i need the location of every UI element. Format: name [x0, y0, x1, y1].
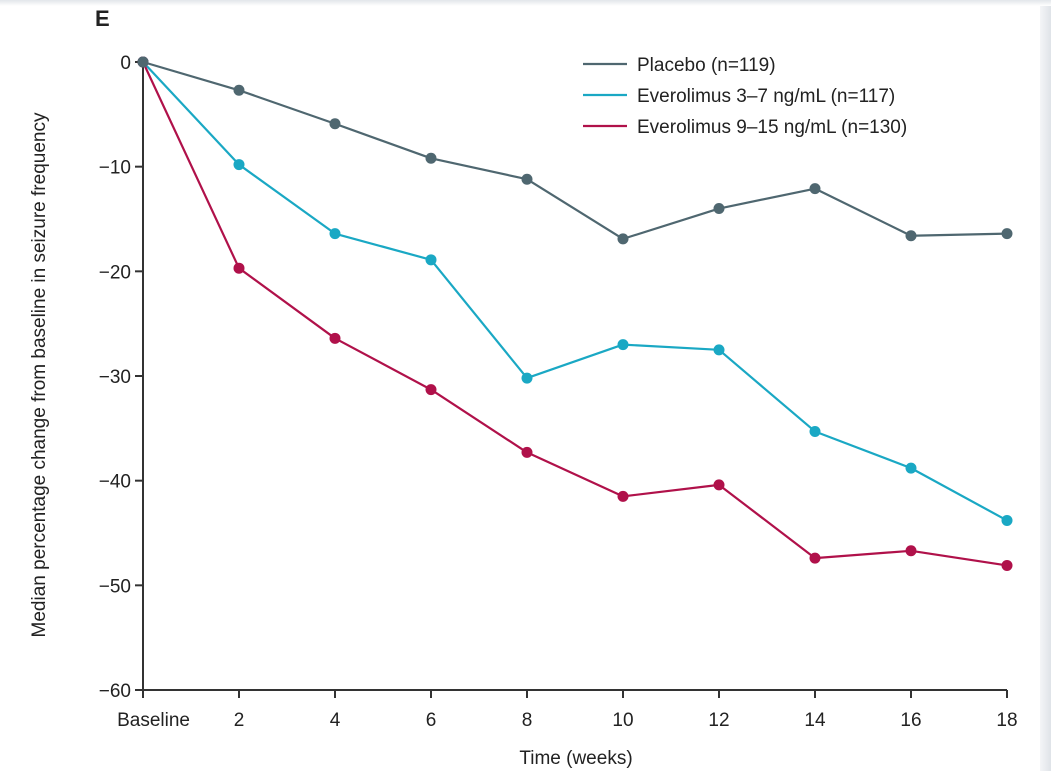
data-point-series-1 [521, 372, 533, 384]
x-tick-label: 6 [426, 710, 437, 731]
y-tick-label: −30 [99, 367, 131, 388]
x-tick-label: 18 [996, 710, 1017, 731]
data-point-series-0 [521, 173, 533, 185]
panel-label: E [95, 6, 110, 31]
data-point-series-2 [521, 446, 533, 458]
data-point-series-1 [905, 462, 917, 474]
data-point-series-1 [713, 344, 725, 356]
x-tick-label: 2 [234, 710, 245, 731]
data-point-series-1 [617, 339, 629, 351]
series-layer [137, 56, 1013, 571]
series-line-2 [142, 61, 1008, 567]
window-edge [1040, 0, 1051, 771]
legend: Placebo (n=119) Everolimus 3–7 ng/mL (n=1… [583, 55, 907, 138]
x-tick-label: Baseline [117, 710, 190, 731]
legend-label-1: Everolimus 3–7 ng/mL (n=117) [637, 86, 895, 107]
y-tick-label: −20 [99, 262, 131, 283]
x-tick-label: 8 [522, 710, 533, 731]
window-top-edge [0, 0, 1051, 6]
x-axis-title: Time (weeks) [519, 748, 632, 769]
y-tick-label: −40 [99, 472, 131, 493]
data-point-series-2 [329, 332, 341, 344]
data-point-series-0 [905, 230, 917, 242]
data-point-series-2 [809, 552, 821, 564]
data-point-series-1 [1001, 514, 1013, 526]
data-point-series-2 [425, 384, 437, 396]
data-point-series-1 [809, 425, 821, 437]
data-point-series-2 [905, 545, 917, 557]
axes: 0 −10 −20 −30 −40 −50 −60 Baseline 2 4 6 8 10 12 14 16 1… [99, 53, 1018, 731]
legend-label-2: Everolimus 9–15 ng/mL (n=130) [637, 117, 907, 138]
x-tick-label: 4 [330, 710, 341, 731]
y-tick-label: −10 [99, 158, 131, 179]
x-tick-label: 16 [900, 710, 921, 731]
legend-label-0: Placebo (n=119) [637, 55, 776, 76]
x-tick-label: 12 [708, 710, 729, 731]
baseline-point [137, 56, 149, 68]
data-point-series-2 [713, 479, 725, 491]
data-point-series-1 [329, 228, 341, 240]
series-line-0 [142, 60, 1008, 240]
x-tick-label: 14 [804, 710, 826, 731]
data-point-series-1 [425, 254, 437, 266]
data-point-series-2 [1001, 559, 1013, 571]
data-point-series-2 [233, 262, 245, 274]
series-line-1 [142, 61, 1008, 522]
data-point-series-0 [425, 152, 437, 164]
data-point-series-2 [617, 490, 629, 502]
data-point-series-0 [713, 203, 725, 215]
x-tick-label: 10 [612, 710, 633, 731]
data-point-series-0 [809, 183, 821, 195]
data-point-series-0 [1001, 228, 1013, 240]
y-tick-label: −60 [99, 681, 131, 702]
data-point-series-0 [329, 118, 341, 130]
y-tick-label: 0 [120, 53, 131, 74]
data-point-series-1 [233, 159, 245, 171]
y-axis-title: Median percentage change from baseline i… [29, 112, 50, 637]
y-tick-label: −50 [99, 576, 131, 597]
data-point-series-0 [233, 84, 245, 96]
data-point-series-0 [617, 233, 629, 245]
